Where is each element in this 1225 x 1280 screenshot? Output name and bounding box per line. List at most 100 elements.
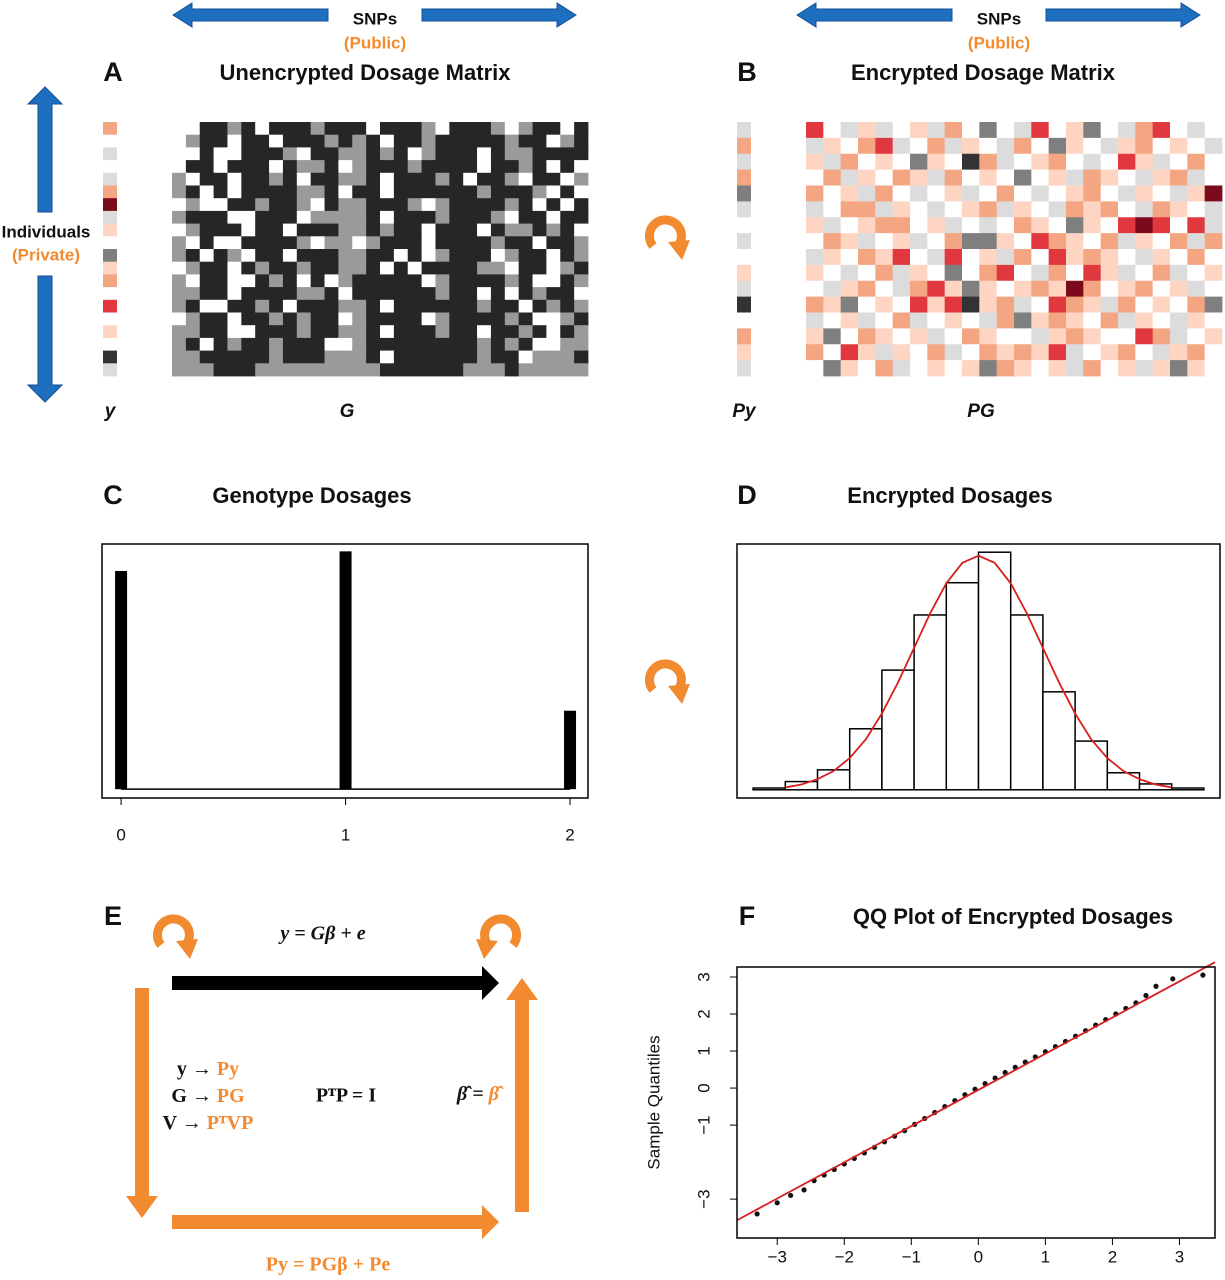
matrix-cell (199, 185, 214, 199)
matrix-cell (435, 223, 450, 237)
panel-title: QQ Plot of Encrypted Dosages (853, 904, 1173, 929)
matrix-cell (1048, 137, 1067, 155)
matrix-cell (504, 337, 520, 351)
histogram-bar (1106, 772, 1141, 791)
matrix-cell (560, 172, 575, 186)
matrix-cell (1118, 344, 1136, 361)
matrix-cell (806, 360, 824, 377)
panel-letter: F (739, 901, 756, 931)
matrix-cell (282, 223, 298, 237)
matrix-cell (269, 147, 284, 161)
matrix-cell (1031, 264, 1050, 282)
matrix-cell (241, 122, 256, 136)
matrix-cell (1048, 169, 1067, 186)
model-equation: y = Gβ + e (278, 923, 365, 945)
matrix-cell (910, 233, 928, 250)
matrix-cell (185, 223, 201, 237)
matrix-cell (546, 287, 561, 301)
matrix-cell (574, 325, 589, 339)
matrix-cell (380, 198, 395, 212)
vector-cell (103, 261, 117, 275)
matrix-cell (518, 185, 533, 199)
matrix-cell (490, 325, 506, 339)
matrix-cell (393, 210, 409, 224)
matrix-cell (996, 122, 1015, 139)
matrix-cell (1066, 233, 1084, 250)
matrix-cell (1170, 264, 1188, 282)
x-tick-label: 2 (1108, 1247, 1117, 1266)
matrix-cell (435, 236, 450, 250)
matrix-cell (421, 249, 436, 263)
matrix-cell (1031, 360, 1050, 377)
y-tick-label: 2 (694, 1009, 713, 1018)
matrix-cell (532, 249, 547, 263)
matrix-cell (463, 122, 478, 136)
point (754, 1211, 760, 1217)
vector-cell (103, 198, 117, 212)
matrix-cell (996, 233, 1015, 250)
matrix-cell (518, 172, 533, 186)
matrix-cell (1014, 153, 1032, 171)
matrix-cell (255, 185, 270, 199)
matrix-cell (269, 325, 284, 339)
matrix-cell (1083, 249, 1102, 266)
matrix-cell (310, 122, 325, 136)
matrix-cell (840, 122, 859, 139)
matrix-cell (213, 185, 228, 199)
matrix-cell (560, 299, 575, 313)
matrix-cell (858, 169, 876, 186)
matrix-cell (185, 172, 201, 186)
matrix-cell (875, 360, 894, 377)
matrix-cell (1187, 249, 1206, 266)
matrix-cell (875, 328, 894, 345)
matrix-cell (296, 312, 312, 326)
matrix-cell (296, 261, 312, 275)
matrix-cell (199, 249, 214, 263)
matrix-cell (1066, 344, 1084, 361)
matrix-cell (944, 280, 963, 298)
matrix-cell (407, 236, 422, 250)
matrix-cell (1100, 201, 1119, 218)
vector-cell (737, 153, 751, 171)
matrix-cell (477, 287, 492, 301)
matrix-cell (546, 236, 561, 250)
matrix-cell (296, 363, 312, 377)
matrix-cell (366, 198, 381, 212)
matrix-cell (1014, 264, 1032, 282)
vector-cell (737, 280, 751, 298)
matrix-cell (1066, 296, 1084, 313)
equiv-to: β̂ (488, 1083, 504, 1105)
matrix-cell (996, 185, 1015, 202)
snp-arrow-right (1045, 2, 1201, 28)
matrix-cell (490, 223, 506, 237)
matrix-cell (241, 312, 256, 326)
matrix-cell (1152, 264, 1171, 282)
matrix-cell (324, 172, 339, 186)
matrix-cell (532, 287, 547, 301)
matrix-cell (282, 274, 298, 288)
matrix-cell (518, 363, 533, 377)
matrix-cell (1118, 233, 1136, 250)
matrix-cell (979, 360, 998, 377)
matrix-cell (532, 337, 547, 351)
matrix-cell (324, 325, 339, 339)
matrix-cell (944, 153, 963, 171)
matrix-cell (477, 236, 492, 250)
matrix-cell (393, 185, 409, 199)
matrix-cell (1204, 122, 1223, 139)
matrix-cell (310, 249, 325, 263)
matrix-cell (352, 160, 367, 174)
matrix-cell (435, 134, 450, 148)
matrix-cell (504, 274, 520, 288)
x-tick-label: −3 (768, 1247, 787, 1266)
matrix-cell (518, 325, 533, 339)
matrix-cell (560, 261, 575, 275)
matrix-cell (380, 122, 395, 136)
matrix-cell (546, 122, 561, 136)
matrix-cell (910, 217, 928, 234)
matrix-cell (172, 122, 187, 136)
matrix-cell (435, 325, 450, 339)
matrix-cell (1204, 217, 1223, 234)
matrix-cell (255, 312, 270, 326)
matrix-cell (213, 299, 228, 313)
